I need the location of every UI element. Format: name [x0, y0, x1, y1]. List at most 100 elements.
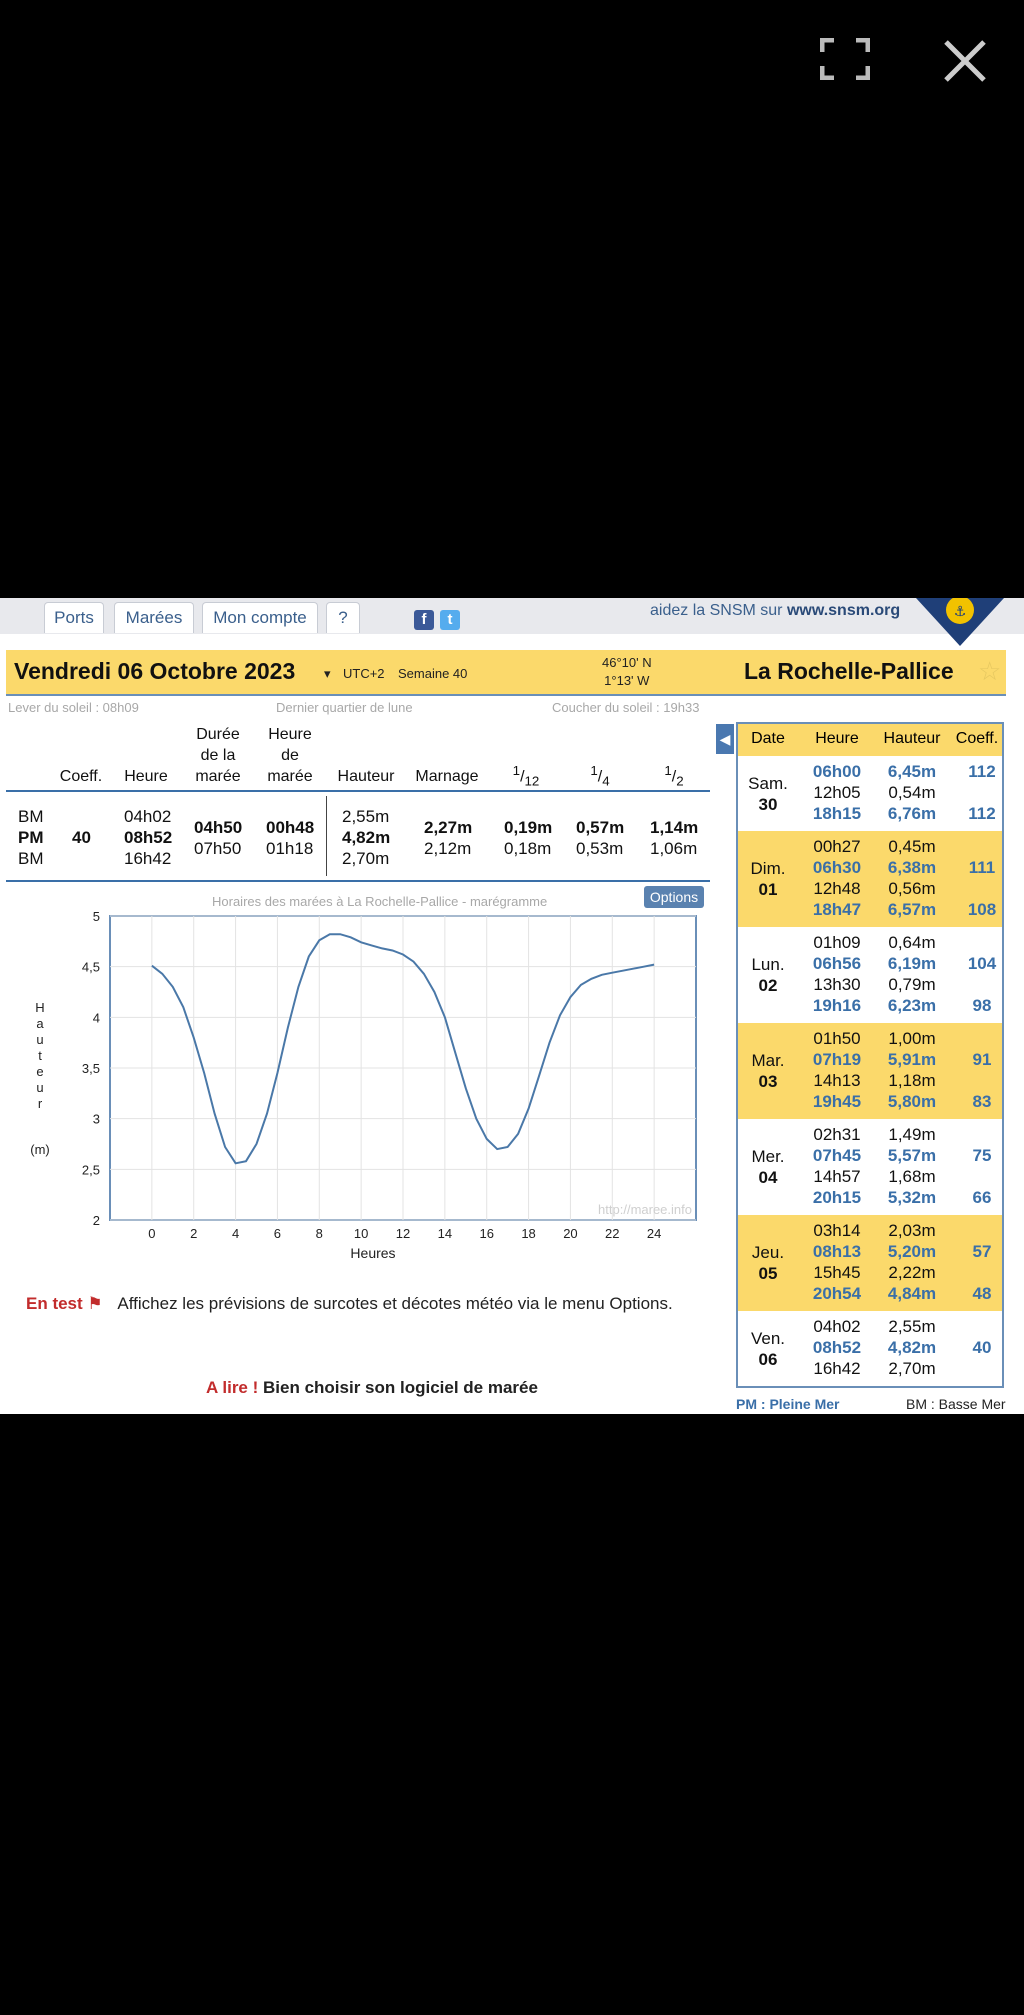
sidebar-tide-height: 0,45m — [888, 837, 936, 856]
close-icon[interactable] — [940, 36, 990, 86]
sidebar-tide-time: 19h16 — [812, 996, 862, 1015]
sidebar-tide-row: 13h30 0,79m — [802, 975, 1002, 996]
sidebar-day-2[interactable]: Lun. 02 01h09 0,64m 06h56 6,19m 104 13h30 0,79m 1… — [736, 927, 1004, 1023]
snsm-link[interactable]: www.snsm.org — [786, 602, 901, 619]
sidebar-tide-time: 12h05 — [813, 783, 861, 802]
tab-help[interactable]: ? — [326, 602, 360, 633]
sidebar-tide-height: 5,80m — [887, 1092, 937, 1111]
collapse-left-icon[interactable]: ◀ — [716, 724, 734, 754]
sidebar-day-label: Ven. 06 — [738, 1328, 798, 1370]
sidebar-tide-height: 1,00m — [888, 1029, 936, 1048]
sidebar-tide-coeff: 104 — [967, 954, 997, 973]
y-axis-label-letter: t — [38, 1048, 42, 1063]
svg-text:⚓: ⚓ — [954, 604, 967, 620]
sidebar-day-3[interactable]: Mar. 03 01h50 1,00m 07h19 5,91m 91 14h13 1,18m 19… — [736, 1023, 1004, 1119]
sidebar-tide-time: 02h31 — [813, 1125, 861, 1144]
dropdown-caret-icon[interactable]: ▾ — [324, 666, 331, 681]
sidebar-tide-row: 20h54 4,84m 48 — [802, 1284, 1002, 1305]
sidebar-day-6[interactable]: Ven. 06 04h02 2,55m 08h52 4,82m 40 16h42 2,70m — [736, 1311, 1004, 1386]
row-duration-1: 04h50 — [194, 818, 243, 837]
sidebar-tide-time: 08h13 — [812, 1242, 862, 1261]
sidebar-tide-coeff: 111 — [968, 858, 996, 877]
x-tick-label: 10 — [354, 1226, 368, 1241]
sidebar-tide-height: 2,70m — [888, 1359, 936, 1378]
sidebar-tide-row: 00h27 0,45m — [802, 837, 1002, 858]
sidebar-header: Date Heure Hauteur Coeff. — [736, 722, 1004, 756]
row-height-3: 2,70m — [342, 849, 390, 868]
tab-mon-compte[interactable]: Mon compte — [202, 602, 318, 633]
sidebar-day-1[interactable]: Dim. 01 00h27 0,45m 06h30 6,38m 111 12h48 0,56m 1… — [736, 831, 1004, 927]
sidebar-tide-row: 07h45 5,57m 75 — [802, 1146, 1002, 1167]
sidebar-tide-row: 14h13 1,18m — [802, 1071, 1002, 1092]
sidebar-day-name: Jeu. — [751, 1243, 785, 1262]
y-axis-label-letter: r — [38, 1096, 43, 1111]
x-tick-label: 20 — [563, 1226, 577, 1241]
sidebar-tide-height: 6,76m — [887, 804, 937, 823]
col-heure-maree-line2: de — [281, 747, 299, 764]
row-type-1: BM — [18, 807, 44, 826]
sunset: Coucher du soleil : 19h33 — [552, 700, 700, 715]
sidebar-tide-coeff: 91 — [972, 1050, 992, 1069]
sunrise: Lever du soleil : 08h09 — [8, 700, 139, 715]
col-half: 1/2 — [664, 763, 684, 789]
favorite-star-icon[interactable]: ☆ — [978, 656, 1002, 686]
table-divider — [6, 790, 710, 792]
sidebar-day-number: 06 — [758, 1349, 778, 1369]
sidebar-day-5[interactable]: Jeu. 05 03h14 2,03m 08h13 5,20m 57 15h45 2,22m 20… — [736, 1215, 1004, 1311]
sidebar-day-name: Dim. — [750, 859, 786, 878]
sidebar-tide-row: 06h56 6,19m 104 — [802, 954, 1002, 975]
sidebar-tide-height: 5,20m — [887, 1242, 937, 1261]
notice: En test ⚑ Affichez les prévisions de sur… — [26, 1294, 673, 1314]
x-axis-label: Heures — [350, 1245, 395, 1261]
col-duree-line3: marée — [195, 768, 241, 785]
fullscreen-icon[interactable] — [820, 38, 870, 80]
col-hauteur: Hauteur — [337, 768, 395, 785]
y-tick-label: 5 — [93, 909, 100, 924]
sidebar-day-label: Sam. 30 — [738, 773, 798, 815]
sidebar-day-0[interactable]: Sam. 30 06h00 6,45m 112 12h05 0,54m 18h15 6,76m 1… — [736, 756, 1004, 831]
col-heure-maree-line3: marée — [267, 768, 313, 785]
row-half-2: 1,06m — [650, 839, 698, 858]
sidebar-day-number: 05 — [758, 1264, 778, 1283]
sidebar-tide-time: 16h42 — [813, 1359, 861, 1378]
tide-curve-series — [151, 933, 655, 1165]
sidebar-day-number: 03 — [758, 1072, 778, 1091]
sidebar-tide-row: 12h05 0,54m — [802, 783, 1002, 804]
legend-bm: BM : Basse Mer — [906, 1396, 1006, 1412]
col-quarter: 1/4 — [590, 763, 610, 789]
read-text: Bien choisir son logiciel de marée — [263, 1378, 538, 1397]
twitter-icon[interactable]: t — [440, 610, 460, 630]
sidebar-tide-height: 0,56m — [888, 879, 936, 898]
y-axis-label-letter: u — [36, 1032, 43, 1047]
options-button[interactable]: Options — [644, 886, 704, 908]
sidebar-tide-time: 18h47 — [812, 900, 862, 919]
tab-ports[interactable]: Ports — [44, 602, 104, 633]
snsm-promo: aidez la SNSM sur www.snsm.org — [650, 602, 900, 620]
utc-offset: UTC+2 — [343, 666, 385, 681]
read-link[interactable]: A lire ! Bien choisir son logiciel de ma… — [206, 1378, 538, 1398]
sidebar-day-name: Ven. — [750, 1328, 786, 1348]
longitude: 1°13' W — [604, 673, 650, 688]
sidebar-tide-time: 03h14 — [813, 1221, 861, 1240]
y-axis-label-letter: H — [35, 1000, 44, 1015]
table-separator — [326, 796, 327, 876]
row-duration-2: 07h50 — [194, 839, 242, 858]
row-time-2: 08h52 — [124, 828, 173, 847]
chart-watermark: http://maree.info — [598, 1202, 692, 1217]
sidebar-tide-coeff: 40 — [972, 1338, 992, 1357]
sidebar-tide-height: 6,23m — [887, 996, 937, 1015]
sidebar-tide-height: 1,49m — [888, 1125, 936, 1144]
sidebar-day-4[interactable]: Mer. 04 02h31 1,49m 07h45 5,57m 75 14h57 1,68m 20… — [736, 1119, 1004, 1215]
sidebar-tide-height: 0,79m — [888, 975, 936, 994]
sidebar-tide-row: 02h31 1,49m — [802, 1125, 1002, 1146]
tab-marees[interactable]: Marées — [114, 602, 194, 633]
moon-phase: Dernier quartier de lune — [276, 700, 413, 715]
sidebar-tide-time: 13h30 — [813, 975, 861, 994]
row-quarter-1: 0,57m — [576, 818, 625, 837]
facebook-icon[interactable]: f — [414, 610, 434, 630]
row-quarter-2: 0,53m — [576, 839, 624, 858]
sidebar-tide-coeff: 108 — [967, 900, 997, 919]
sidebar-tide-row: 19h45 5,80m 83 — [802, 1092, 1002, 1113]
sidebar-tide-height: 2,22m — [888, 1263, 936, 1282]
sidebar-bottom-border — [736, 1386, 1004, 1388]
